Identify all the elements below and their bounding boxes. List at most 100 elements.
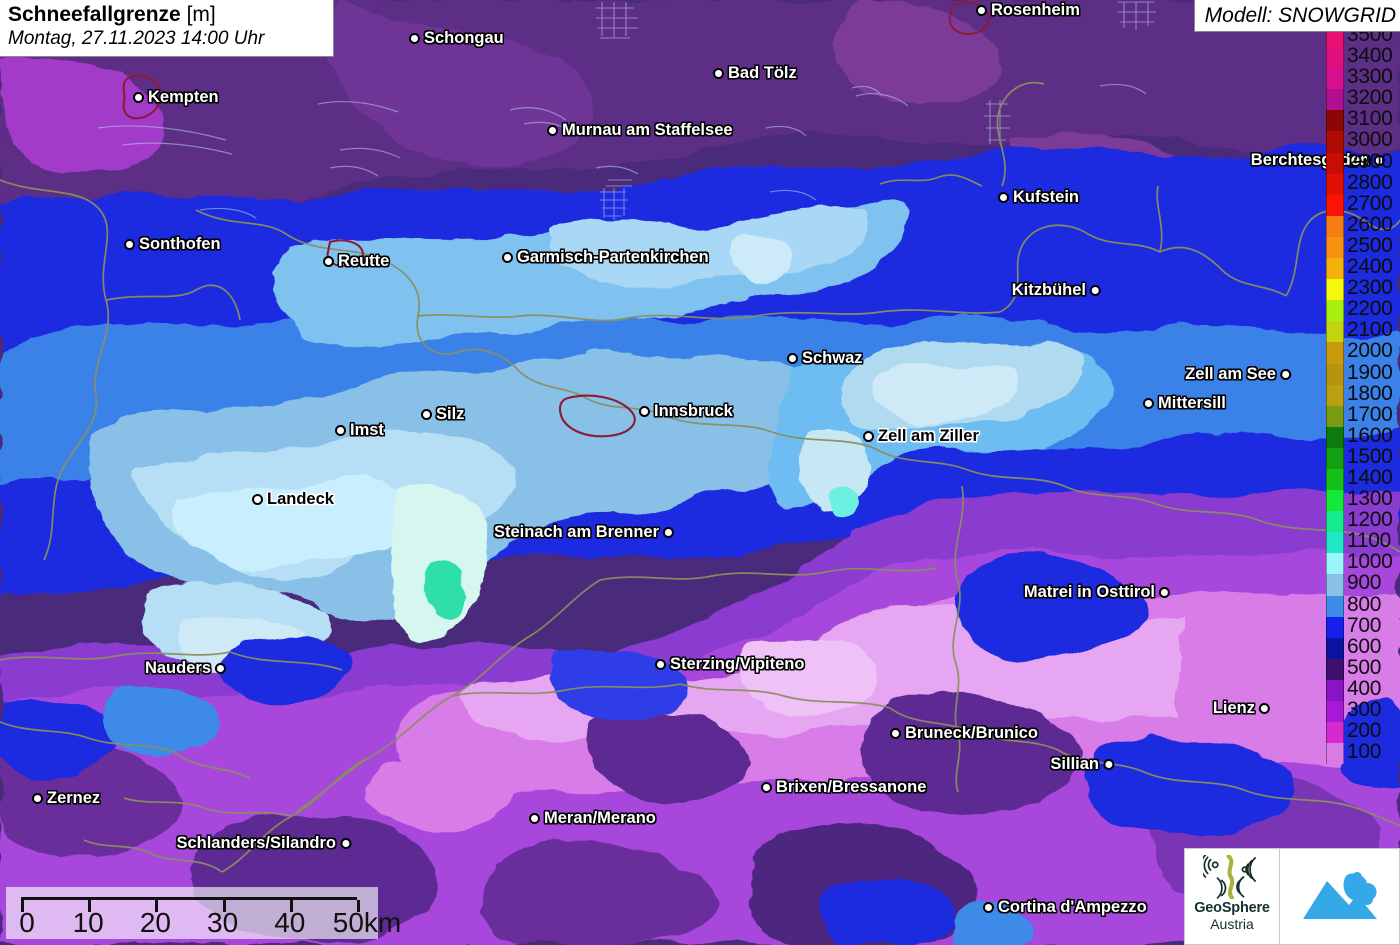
- legend-entry[interactable]: 2900: [1326, 151, 1400, 174]
- city-dot-icon: [890, 727, 901, 739]
- city-dot-icon: [215, 662, 226, 674]
- legend-value: 3300: [1347, 65, 1393, 89]
- city-label: Sillian: [1050, 755, 1099, 773]
- legend-entry[interactable]: 3300: [1326, 65, 1400, 90]
- legend-entry[interactable]: 1800: [1326, 383, 1400, 406]
- legend-value: 2200: [1347, 297, 1393, 321]
- legend-entry[interactable]: 3100: [1326, 108, 1400, 132]
- legend-entry[interactable]: 900: [1326, 572, 1400, 596]
- geosphere-austria-logo[interactable]: GeoSphere Austria: [1184, 848, 1280, 945]
- legend-entry[interactable]: 2800: [1326, 170, 1400, 195]
- legend-entry[interactable]: 800: [1326, 594, 1400, 617]
- legend-entry[interactable]: 1400: [1326, 465, 1400, 491]
- city-label: Matrei in Osttirol: [1023, 583, 1155, 601]
- legend-entry[interactable]: 200: [1326, 720, 1400, 744]
- legend-swatch: [1326, 89, 1344, 111]
- city-dot-icon: [1280, 368, 1291, 380]
- legend-entry[interactable]: 2100: [1326, 319, 1400, 343]
- legend-entry[interactable]: 1600: [1326, 425, 1400, 448]
- legend-entry[interactable]: 3000: [1326, 129, 1400, 153]
- legend-swatch: [1326, 595, 1344, 617]
- city-dot-icon: [1374, 154, 1385, 166]
- legend-swatch: [1326, 574, 1344, 596]
- snow-mountain-logo[interactable]: [1280, 848, 1400, 945]
- legend-value: 1100: [1347, 529, 1391, 553]
- legend-swatch: [1326, 490, 1344, 512]
- scale-tick: [88, 900, 92, 912]
- city-label: Rosenheim: [991, 1, 1080, 19]
- legend-entry[interactable]: 3200: [1326, 87, 1400, 111]
- legend-entry[interactable]: 2400: [1326, 256, 1400, 280]
- legend-value: 2300: [1347, 276, 1393, 300]
- legend-value: 2000: [1347, 339, 1393, 363]
- legend-entry[interactable]: 300: [1326, 699, 1400, 723]
- city-label: Zell am Ziller: [878, 427, 979, 445]
- geosphere-name-line2: Austria: [1210, 916, 1254, 932]
- scale-tick: [222, 900, 226, 912]
- city-dot-icon: [1103, 758, 1114, 770]
- legend-swatch: [1326, 131, 1344, 153]
- legend-entry[interactable]: 700: [1326, 615, 1400, 638]
- legend-swatch: [1326, 173, 1344, 195]
- legend-entry[interactable]: 1200: [1326, 508, 1400, 533]
- legend-entry[interactable]: 2000: [1326, 339, 1400, 364]
- legend-swatch: [1326, 679, 1344, 701]
- city-dot-icon: [409, 32, 420, 44]
- legend-swatch: [1326, 47, 1344, 69]
- legend-swatch: [1326, 68, 1344, 90]
- legend-value: 1900: [1347, 360, 1393, 384]
- legend-value: 2700: [1347, 191, 1393, 215]
- city-dot-icon: [252, 493, 263, 505]
- legend-swatch: [1326, 658, 1344, 680]
- legend-entry[interactable]: 2700: [1326, 191, 1400, 216]
- legend-entry[interactable]: 2500: [1326, 233, 1400, 259]
- legend-entry[interactable]: 1300: [1326, 487, 1400, 512]
- legend-swatch: [1326, 447, 1344, 469]
- scale-label: 10: [72, 907, 104, 938]
- city-label: Zell am See: [1185, 365, 1276, 383]
- legend-value: 1400: [1347, 465, 1393, 489]
- city-dot-icon: [32, 792, 43, 804]
- legend-entry[interactable]: 400: [1326, 676, 1400, 701]
- legend-entry[interactable]: 1500: [1326, 446, 1400, 469]
- legend-value: 1300: [1347, 487, 1393, 511]
- city-label: Bad Tölz: [728, 64, 797, 82]
- legend-value: 400: [1347, 676, 1382, 700]
- city-dot-icon: [133, 91, 144, 103]
- legend-entry[interactable]: 2600: [1326, 214, 1400, 237]
- color-legend[interactable]: 100 200 300 400 500 600 700 800 900 1000 1100 1200 1…: [1326, 24, 1400, 765]
- legend-entry[interactable]: 1000: [1326, 550, 1400, 575]
- model-panel: Modell: SNOWGRID: [1193, 0, 1400, 32]
- legend-value: 2800: [1347, 170, 1393, 194]
- legend-entry[interactable]: 1700: [1326, 404, 1400, 427]
- legend-entry[interactable]: 600: [1326, 636, 1400, 659]
- city-dot-icon: [547, 124, 558, 136]
- city-label: Schlanders/Silandro: [176, 834, 336, 852]
- legend-swatch: [1326, 215, 1344, 237]
- legend-value: 1000: [1347, 550, 1393, 574]
- legend-swatch: [1326, 321, 1344, 343]
- scale-tick: [357, 900, 360, 912]
- legend-entry[interactable]: 100: [1326, 741, 1400, 765]
- legend-value: 2500: [1347, 233, 1393, 257]
- city-dot-icon: [976, 4, 987, 16]
- geosphere-mark-icon: [1203, 855, 1257, 899]
- city-label: Schwaz: [802, 349, 863, 367]
- legend-entry[interactable]: 1900: [1326, 360, 1400, 385]
- legend-swatch: [1326, 300, 1344, 322]
- city-dot-icon: [421, 408, 432, 420]
- legend-entry[interactable]: 2300: [1326, 276, 1400, 301]
- legend-entry[interactable]: 2200: [1326, 297, 1400, 322]
- legend-value: 1200: [1347, 508, 1393, 532]
- city-dot-icon: [529, 812, 540, 824]
- city-label: Sterzing/Vipiteno: [670, 655, 805, 673]
- legend-entry[interactable]: 3400: [1326, 45, 1400, 69]
- legend-entry[interactable]: 500: [1326, 657, 1400, 680]
- city-dot-icon: [323, 255, 334, 267]
- logo-strip: GeoSphere Austria: [1184, 848, 1400, 945]
- legend-entry[interactable]: 1100: [1326, 529, 1400, 554]
- legend-swatch: [1326, 701, 1344, 723]
